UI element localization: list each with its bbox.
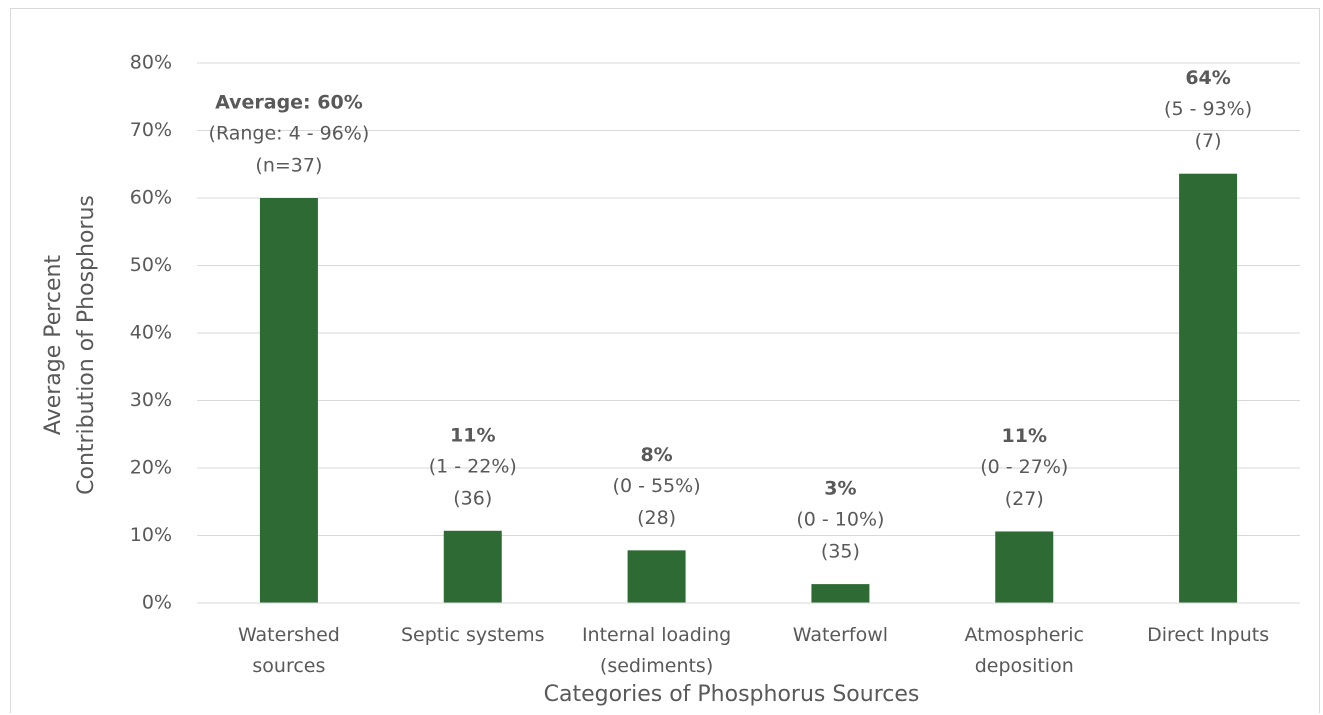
data-label: 11% <box>1002 425 1047 447</box>
data-label-count: (n=37) <box>255 155 322 177</box>
y-tick-label: 40% <box>130 322 172 344</box>
data-label-count: (36) <box>453 487 492 509</box>
bar <box>1179 173 1238 603</box>
data-label-range: (1 - 22%) <box>429 455 517 477</box>
data-label-range: (0 - 27%) <box>980 456 1068 478</box>
x-tick-label: Internal loading (sediments) <box>581 624 732 677</box>
x-tick-label: Septic systems <box>400 624 545 646</box>
x-axis-title: Categories of Phosphorus Sources <box>543 682 920 707</box>
data-label: 3% <box>824 478 856 500</box>
bar <box>443 530 502 603</box>
data-label: Average: 60% <box>215 92 363 114</box>
y-tick-label: 20% <box>130 457 172 479</box>
data-label-count: (7) <box>1195 130 1222 152</box>
x-tick-label: Atmospheric deposition <box>964 624 1084 677</box>
y-tick-label: 10% <box>130 524 172 546</box>
data-label-count: (28) <box>637 507 676 529</box>
data-label: 8% <box>640 444 672 466</box>
y-tick-label: 0% <box>142 592 172 614</box>
bar <box>995 531 1054 603</box>
data-label-range: (0 - 55%) <box>613 475 701 497</box>
x-tick-label: Waterfowl <box>792 624 889 646</box>
y-tick-label: 70% <box>130 119 172 141</box>
y-tick-label: 60% <box>130 187 172 209</box>
chart-frame <box>10 8 1320 713</box>
y-tick-label: 30% <box>130 389 172 411</box>
y-tick-label: 50% <box>130 254 172 276</box>
y-tick-label: 80% <box>130 52 172 74</box>
data-label-range: (Range: 4 - 96%) <box>209 123 370 145</box>
bar <box>811 584 870 603</box>
data-label-range: (0 - 10%) <box>796 509 884 531</box>
x-tick-label: Watershed sources <box>237 624 340 677</box>
x-tick-label: Direct Inputs <box>1147 624 1270 646</box>
data-label: 64% <box>1185 67 1230 89</box>
bar <box>259 198 318 603</box>
data-label-count: (27) <box>1005 488 1044 510</box>
y-axis-title: Average Percent Contribution of Phosphor… <box>41 195 99 495</box>
data-label: 11% <box>450 424 495 446</box>
data-label-range: (5 - 93%) <box>1164 98 1252 120</box>
bar <box>627 550 686 603</box>
data-label-count: (35) <box>821 541 860 563</box>
